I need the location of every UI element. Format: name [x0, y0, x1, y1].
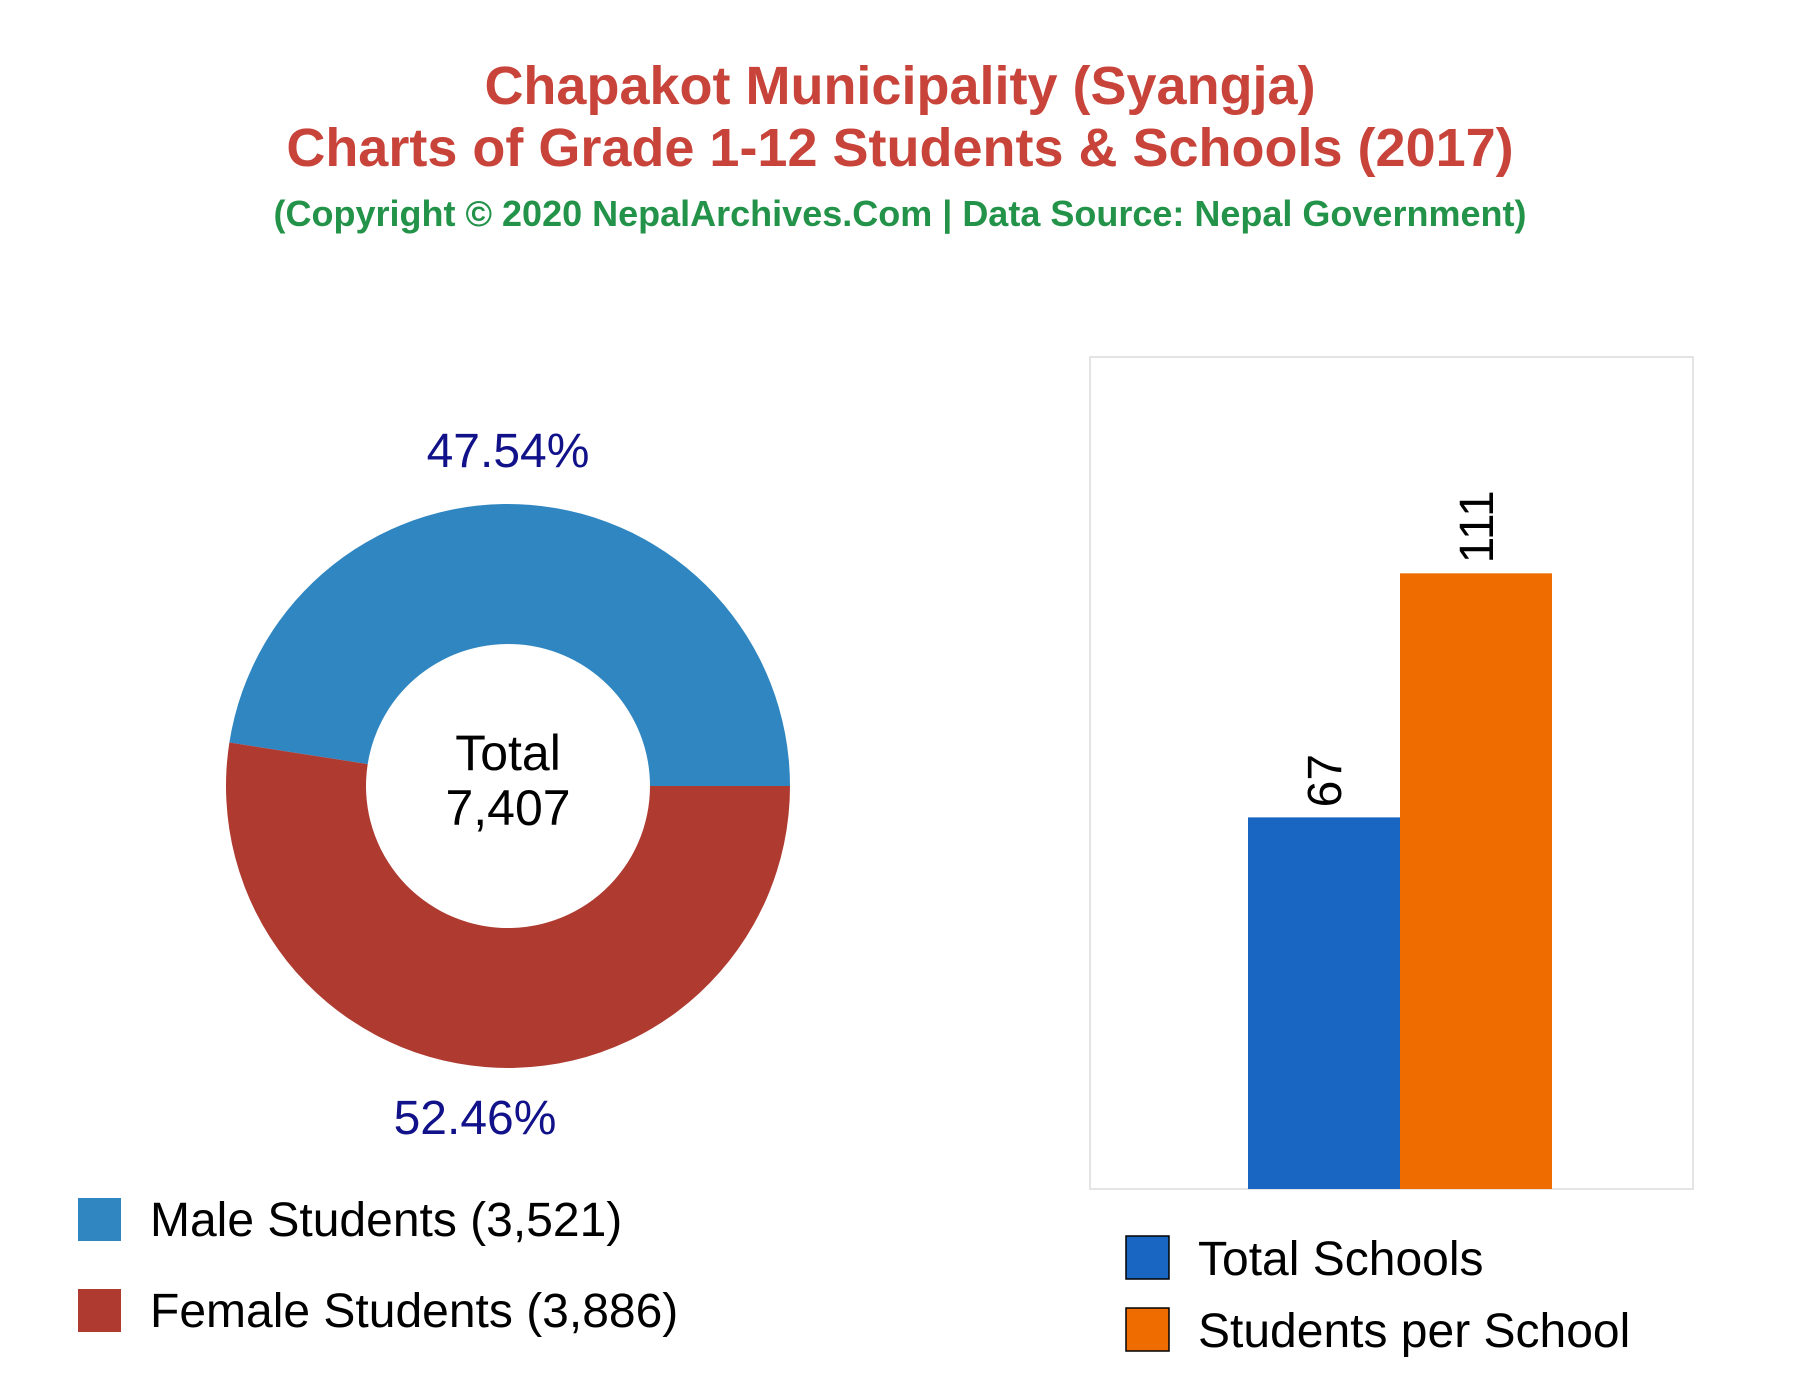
legend-label-male: Male Students (3,521)	[150, 1194, 622, 1247]
bar-chart: 67 111	[1089, 356, 1694, 1190]
chart-subtitle-title: Charts of Grade 1-12 Students & Schools …	[286, 118, 1514, 178]
donut-slice-female	[225, 742, 790, 1069]
chart-title: Chapakot Municipality (Syangja)	[484, 56, 1316, 116]
legend-label-students-per-school: Students per School	[1198, 1305, 1630, 1358]
percent-label-male: 47.54%	[427, 425, 590, 478]
donut-legend: Male Students (3,521) Female Students (3…	[78, 1194, 678, 1338]
bar-total-schools	[1248, 817, 1400, 1189]
legend-label-female: Female Students (3,886)	[150, 1285, 678, 1338]
legend-swatch-female	[78, 1289, 121, 1332]
donut-center-value: 7,407	[445, 780, 570, 836]
percent-label-female: 52.46%	[394, 1092, 557, 1145]
copyright-source-note: (Copyright © 2020 NepalArchives.Com | Da…	[273, 193, 1527, 234]
bar-legend: Total Schools Students per School	[1125, 1233, 1630, 1358]
bar-value-label-students-per-school: 111	[1451, 490, 1504, 563]
legend-swatch-male	[78, 1198, 121, 1241]
bar-value-label-total-schools: 67	[1299, 754, 1352, 807]
donut-slice-male	[229, 504, 790, 786]
legend-label-total-schools: Total Schools	[1198, 1233, 1484, 1286]
donut-center-label: Total	[455, 725, 561, 781]
legend-swatch-students-per-school	[1125, 1307, 1170, 1352]
bar-students-per-school	[1400, 573, 1552, 1189]
donut-chart: 47.54% 52.46% Total 7,407	[225, 425, 790, 1145]
legend-swatch-total-schools	[1125, 1235, 1170, 1280]
